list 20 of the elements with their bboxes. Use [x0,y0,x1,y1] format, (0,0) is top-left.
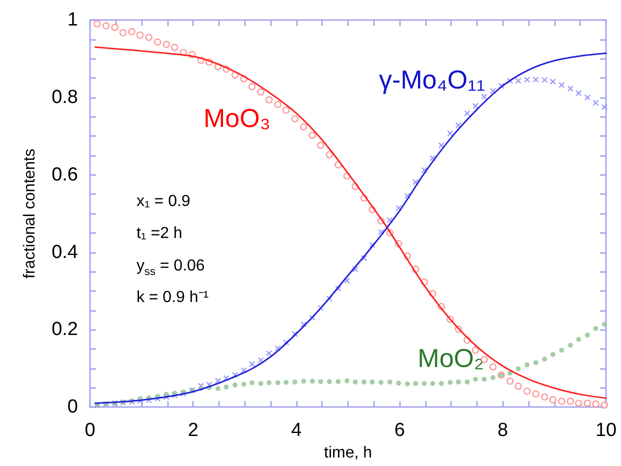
x-tick-label: 0 [84,420,96,442]
x-tick-label: 6 [394,420,405,442]
series-label: γ-Mo₄O₁₁ [378,64,486,94]
x-axis-title: time, h [324,444,372,462]
x-tick-label: 10 [595,420,617,442]
y-tick-label: 0.2 [52,319,78,340]
y-axis-title: fractional contents [22,148,38,278]
x-tick-label: 2 [188,420,198,442]
series-label: MoO₃ [204,103,270,134]
y-tick-label: 1 [67,10,78,30]
y-tick-label: 0.8 [52,86,78,108]
x-tick-label: 8 [498,420,508,442]
series-label: MoO₂ [418,343,484,374]
annotation: k = 0.9 h⁻¹ [136,288,209,306]
x-tick-label: 4 [291,420,302,442]
annotation: x₁ = 0.9 [136,192,190,210]
y-tick-label: 0.6 [52,164,78,186]
annotation: t₁ =2 h [136,224,182,242]
y-tick-label: 0 [67,396,78,418]
y-tick-label: 0.4 [52,242,78,263]
